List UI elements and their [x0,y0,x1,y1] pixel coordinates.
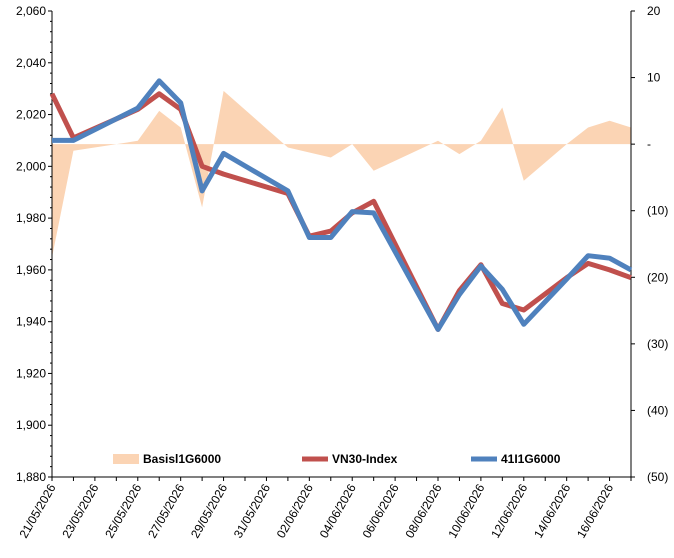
y-right-tick-label: (10) [647,204,668,218]
y-left-tick-label: 2,040 [16,56,46,70]
y-right-tick-label: (40) [647,403,668,417]
y-left-tick-label: 2,020 [16,108,46,122]
y-left-tick-label: 1,980 [16,211,46,225]
x-tick-label: 23/05/2026 [59,481,101,540]
legend-label: VN30-Index [332,452,398,466]
y-left-tick-label: 1,960 [16,263,46,277]
x-tick-label: 25/05/2026 [102,481,144,540]
x-tick-label: 16/06/2026 [574,481,616,540]
legend-swatch [113,454,139,464]
y-right-tick-label: (30) [647,337,668,351]
series-line-vn30-index [49,91,632,332]
x-tick-label: 12/06/2026 [488,481,530,540]
x-tick-label: 08/06/2026 [402,481,444,540]
x-tick-label: 31/05/2026 [231,481,273,540]
x-tick-label: 14/06/2026 [531,481,573,540]
y-right-tick-label: - [647,137,651,151]
x-tick-label: 29/05/2026 [188,481,230,540]
series-area-basis [52,90,631,258]
y-right-tick-label: 20 [647,4,661,18]
series-line-41i1g6000 [52,78,633,332]
legend-label: 41I1G6000 [501,452,561,466]
y-right-tick-label: (50) [647,470,668,484]
x-tick-label: 27/05/2026 [145,481,187,540]
legend-label: Basisl1G6000 [143,452,221,466]
y-left-tick-label: 1,900 [16,418,46,432]
area-layer [52,90,631,258]
legend: Basisl1G6000 VN30-Index 41I1G6000 [113,452,561,466]
y-left-tick-label: 1,940 [16,315,46,329]
y-right-tick-label: 10 [647,71,661,85]
y-left-tick-label: 2,000 [16,159,46,173]
y-right-tick-label: (20) [647,270,668,284]
y-left-tick-label: 1,880 [16,470,46,484]
x-tick-label: 04/06/2026 [317,481,359,540]
y-left-tick-label: 2,060 [16,4,46,18]
line-layer [49,78,633,332]
x-tick-label: 21/05/2026 [16,481,58,540]
x-tick-label: 06/06/2026 [360,481,402,540]
x-tick-label: 10/06/2026 [445,481,487,540]
x-tick-label: 02/06/2026 [274,481,316,540]
y-left-tick-label: 1,920 [16,366,46,380]
